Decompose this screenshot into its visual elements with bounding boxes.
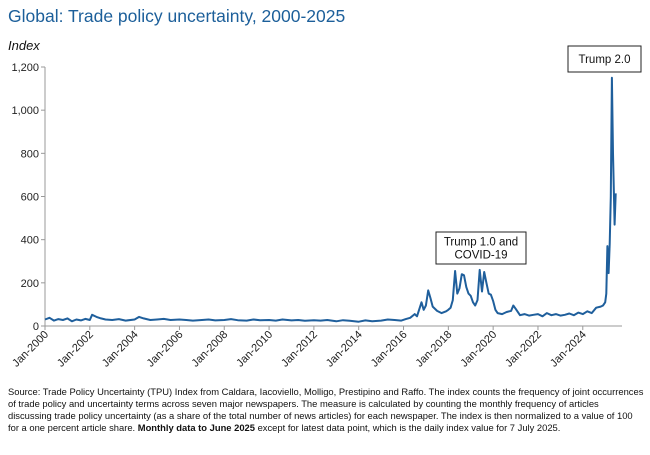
x-tick-label: Jan-2012	[279, 329, 320, 370]
y-tick-label: 600	[21, 192, 39, 204]
annotation-label: Trump 2.0	[579, 54, 631, 66]
x-tick-label: Jan-2024	[548, 329, 589, 370]
x-tick-label: Jan-2004	[100, 329, 141, 370]
x-tick-label: Jan-2006	[145, 329, 186, 370]
x-tick-label: Jan-2000	[10, 329, 51, 370]
y-tick-label: 1,200	[11, 62, 39, 74]
source-bold-text: Monthly data to June 2025	[137, 422, 255, 433]
x-tick-label: Jan-2010	[234, 329, 275, 370]
x-tick-label: Jan-2008	[189, 329, 230, 370]
chart-title: Global: Trade policy uncertainty, 2000-2…	[8, 6, 346, 26]
y-tick-label: 0	[33, 321, 39, 333]
source-text: Source: Trade Policy Uncertainty (TPU) I…	[8, 386, 644, 433]
source-end-text: except for latest data point, which is t…	[254, 422, 561, 433]
series-line-tpu-index	[44, 76, 617, 323]
x-tick-label: Jan-2022	[503, 329, 544, 370]
y-tick-label: 800	[21, 148, 39, 160]
annotation-box	[567, 45, 642, 73]
y-tick-label: 400	[21, 235, 39, 247]
x-tick-label: Jan-2018	[414, 329, 455, 370]
annotation-label: Trump 1.0 and COVID-19	[444, 237, 518, 262]
x-tick-label: Jan-2020	[458, 329, 499, 370]
annotation-box	[435, 231, 527, 265]
x-tick-label: Jan-2002	[55, 329, 96, 370]
y-tick-label: 200	[21, 278, 39, 290]
x-tick-label: Jan-2014	[324, 329, 365, 370]
y-axis-label: Index	[8, 38, 40, 53]
source-note: Source: Trade Policy Uncertainty (TPU) I…	[8, 386, 644, 434]
y-tick-label: 1,000	[11, 105, 39, 117]
x-tick-label: Jan-2016	[369, 329, 410, 370]
